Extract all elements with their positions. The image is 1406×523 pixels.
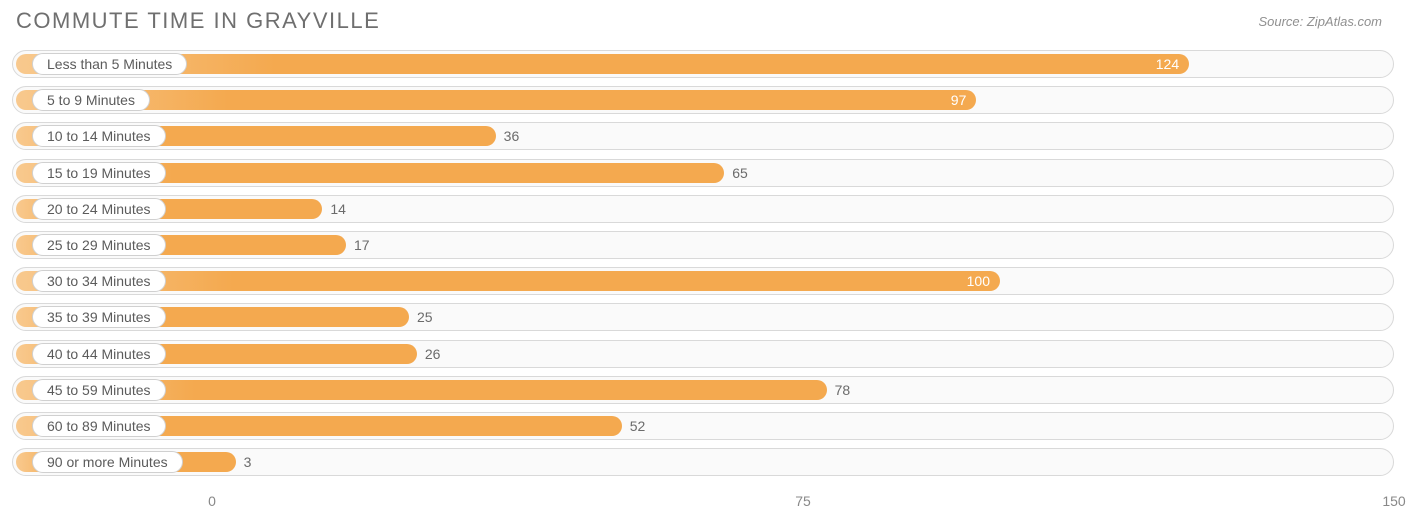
bar-label: 90 or more Minutes <box>32 451 183 473</box>
bar-value: 124 <box>1156 56 1179 72</box>
bar-row: 100 30 to 34 Minutes <box>12 267 1394 295</box>
bar-value: 65 <box>724 159 748 187</box>
bar-label: 45 to 59 Minutes <box>32 379 166 401</box>
bar-value: 36 <box>496 122 520 150</box>
bar-row: 124 Less than 5 Minutes <box>12 50 1394 78</box>
axis-tick: 0 <box>208 493 216 509</box>
bar-label: 5 to 9 Minutes <box>32 89 150 111</box>
chart-source: Source: ZipAtlas.com <box>1258 14 1382 29</box>
bars-area: 124Less than 5 Minutes975 to 9 Minutes36… <box>12 50 1394 487</box>
bar-label: 25 to 29 Minutes <box>32 234 166 256</box>
axis-tick: 150 <box>1382 493 1405 509</box>
bar-value: 97 <box>951 92 967 108</box>
axis-tick: 75 <box>795 493 811 509</box>
bar-fill: 97 <box>16 90 976 110</box>
bar-value: 52 <box>622 412 646 440</box>
bar-value: 17 <box>346 231 370 259</box>
bar-label: 10 to 14 Minutes <box>32 125 166 147</box>
bar-row: 3 90 or more Minutes <box>12 448 1394 476</box>
bar-value: 26 <box>417 340 441 368</box>
commute-time-chart: COMMUTE TIME IN GRAYVILLE Source: ZipAtl… <box>12 0 1394 523</box>
bar-row: 17 25 to 29 Minutes <box>12 231 1394 259</box>
chart-title: COMMUTE TIME IN GRAYVILLE <box>12 0 1394 38</box>
bar-value: 25 <box>409 303 433 331</box>
bar-value: 78 <box>827 376 851 404</box>
bar-label: 40 to 44 Minutes <box>32 343 166 365</box>
bar-label: 20 to 24 Minutes <box>32 198 166 220</box>
bar-row: 36 10 to 14 Minutes <box>12 122 1394 150</box>
bar-value: 100 <box>967 273 990 289</box>
bar-row: 25 35 to 39 Minutes <box>12 303 1394 331</box>
bar-label: 15 to 19 Minutes <box>32 162 166 184</box>
bar-row: 52 60 to 89 Minutes <box>12 412 1394 440</box>
bar-row: 26 40 to 44 Minutes <box>12 340 1394 368</box>
bar-fill: 124 <box>16 54 1189 74</box>
bar-label: 30 to 34 Minutes <box>32 270 166 292</box>
bar-row: 65 15 to 19 Minutes <box>12 159 1394 187</box>
bar-value: 14 <box>322 195 346 223</box>
bar-label: Less than 5 Minutes <box>32 53 187 75</box>
bar-label: 60 to 89 Minutes <box>32 415 166 437</box>
bar-row: 78 45 to 59 Minutes <box>12 376 1394 404</box>
x-axis: 075150 <box>12 493 1394 513</box>
bar-value: 3 <box>236 448 252 476</box>
bar-row: 14 20 to 24 Minutes <box>12 195 1394 223</box>
bar-label: 35 to 39 Minutes <box>32 306 166 328</box>
bar-row: 97 5 to 9 Minutes <box>12 86 1394 114</box>
